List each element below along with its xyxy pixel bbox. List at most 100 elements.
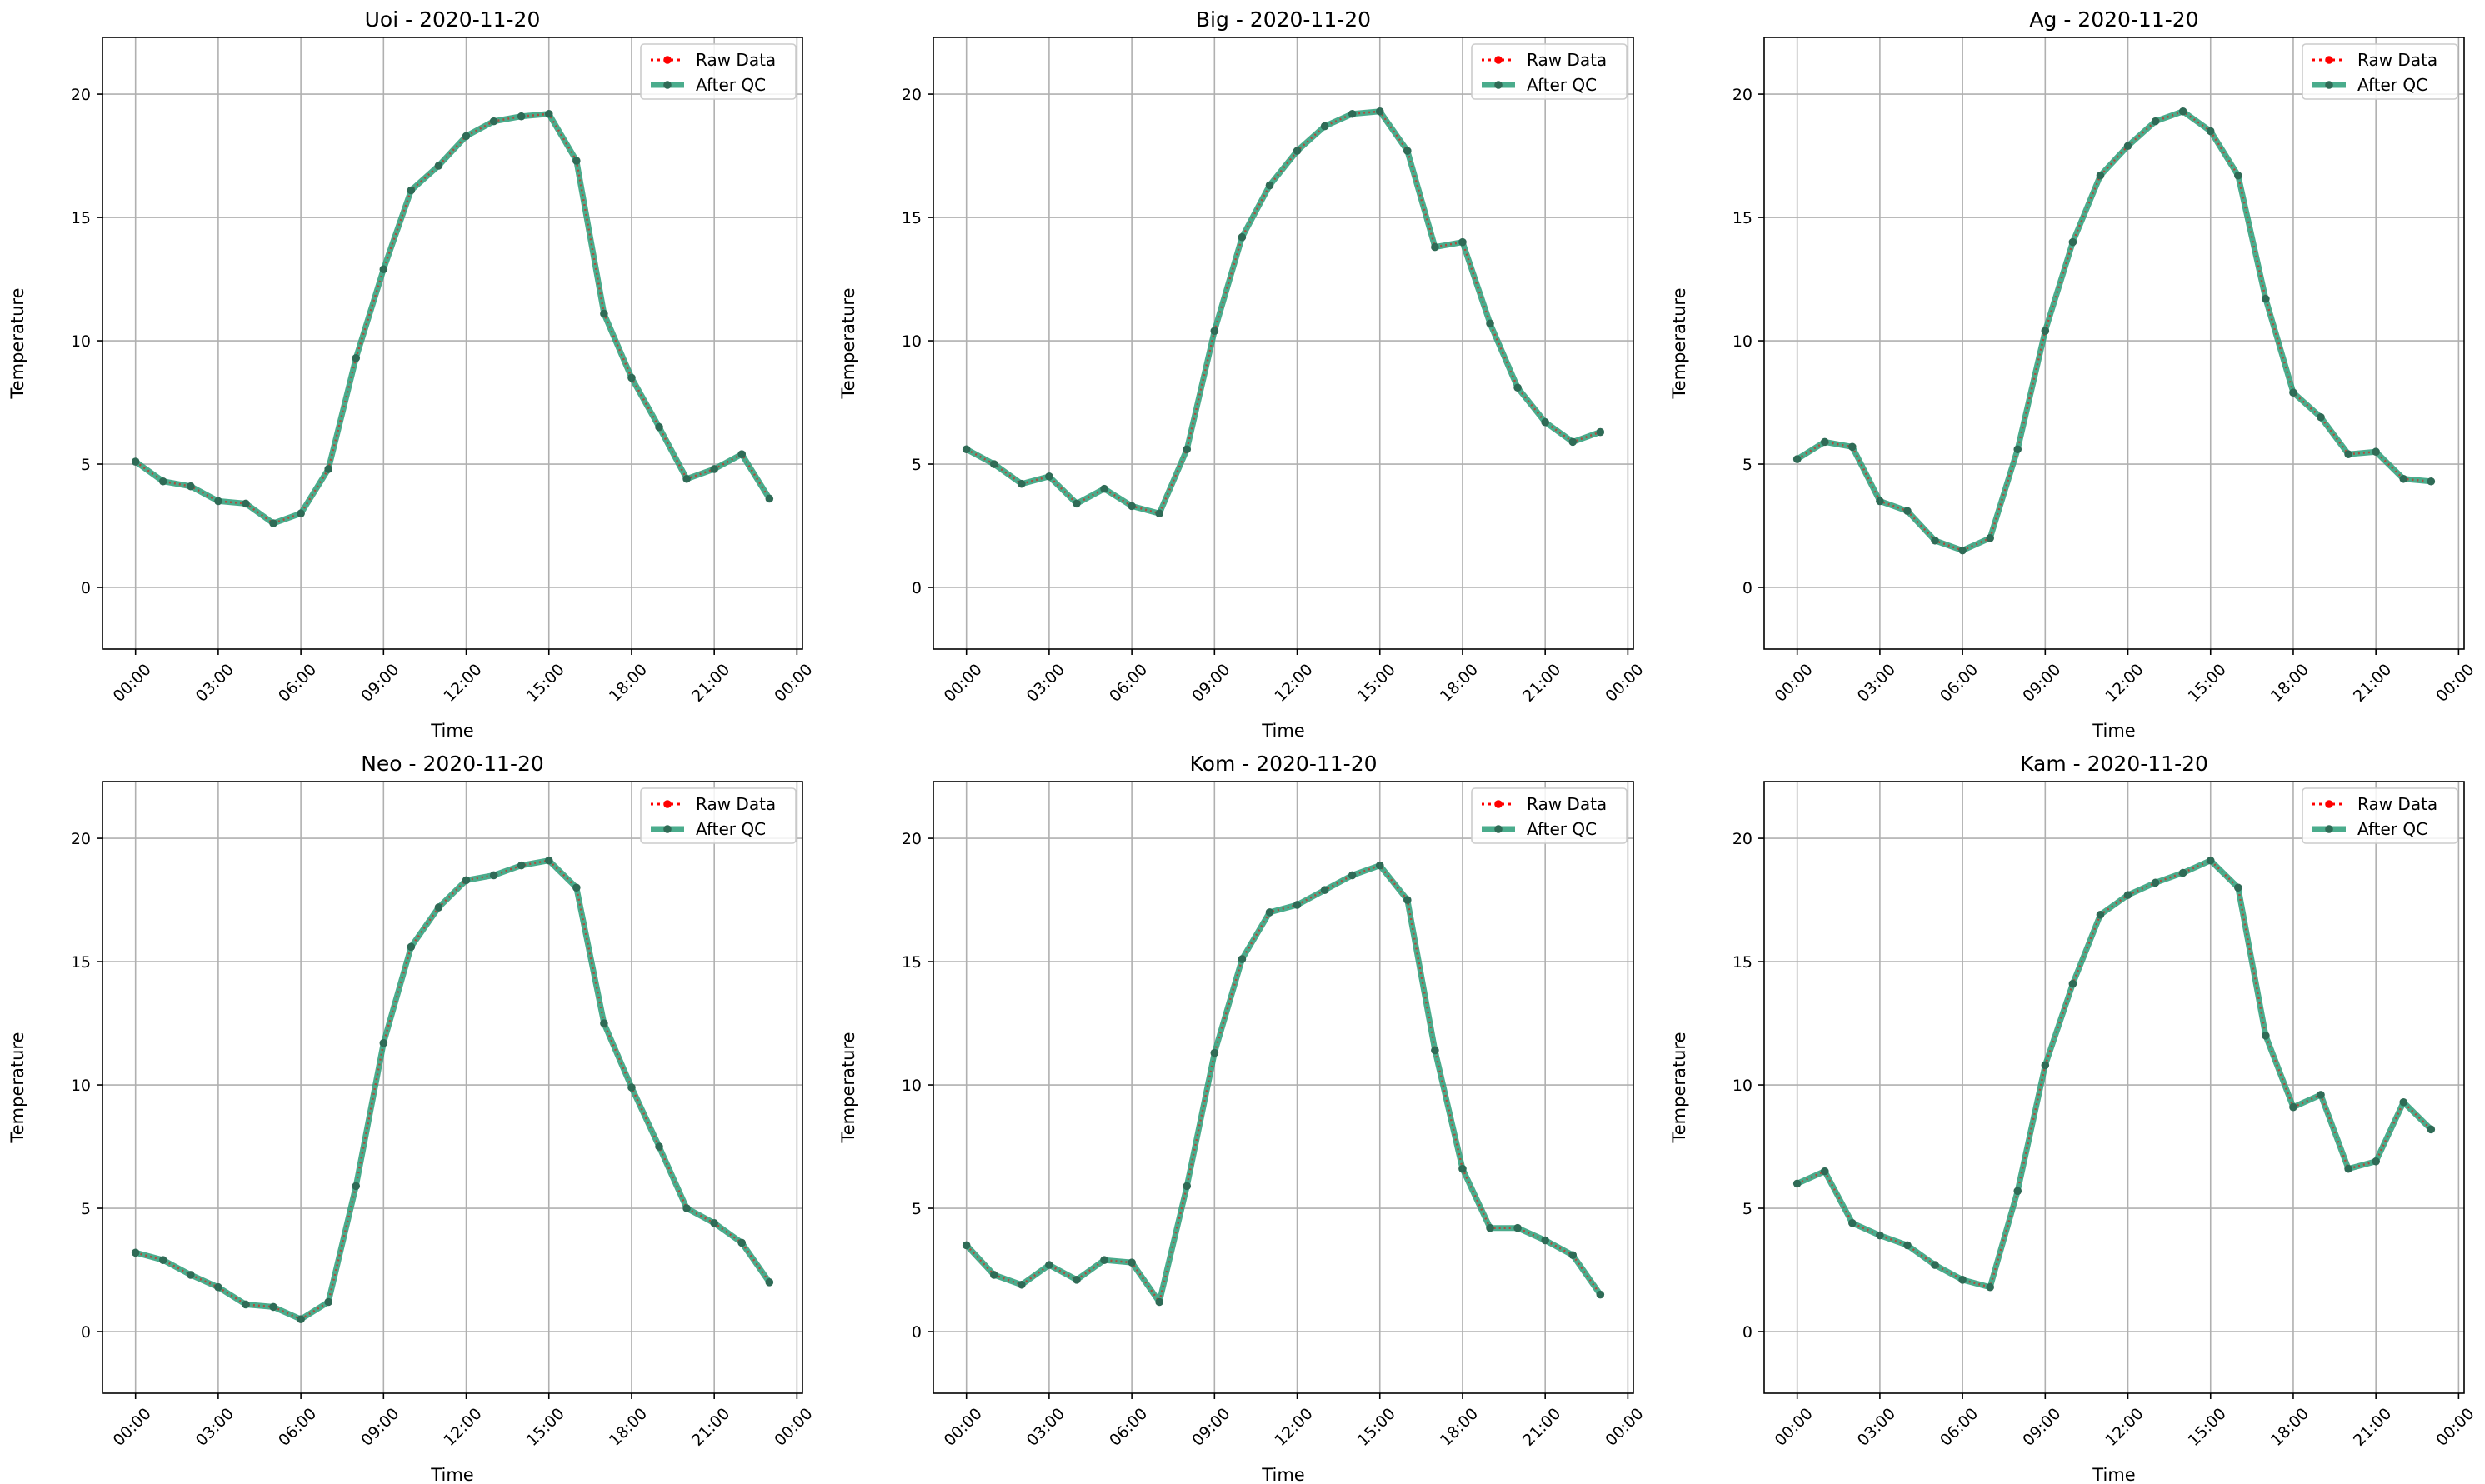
data-point [1403, 896, 1412, 904]
x-tick-label: 18:00 [2268, 661, 2312, 706]
chart-title: Kom - 2020-11-20 [1190, 752, 1378, 776]
x-tick-label: 18:00 [2268, 1405, 2312, 1450]
data-point [131, 457, 140, 466]
data-point [1596, 427, 1605, 437]
legend-raw-marker [663, 800, 672, 808]
series-after-qc-line [965, 108, 1602, 517]
data-point [242, 499, 250, 508]
data-point [1375, 861, 1384, 870]
data-point [1848, 442, 1857, 452]
data-point [1568, 1251, 1578, 1260]
data-point [2151, 878, 2160, 887]
subplot-5: 00:00 03:00 06:00 09:00 12:00 15:00 18:00 21:00… [1669, 752, 2478, 1484]
data-point [2317, 412, 2325, 422]
data-point [1792, 455, 1802, 463]
legend-qc-marker [2325, 81, 2333, 89]
data-point [2123, 891, 2132, 899]
data-point [1045, 1261, 1053, 1269]
x-axis-label: Time [1261, 721, 1304, 741]
data-point [1903, 507, 1912, 516]
x-tick-label: 18:00 [606, 1405, 651, 1450]
data-point [2234, 171, 2242, 180]
y-tick-label: 5 [1742, 456, 1752, 474]
data-point [1155, 509, 1163, 518]
legend-raw-marker [2325, 800, 2333, 808]
x-tick-label: 06:00 [275, 1405, 320, 1450]
x-tick-label: 03:00 [192, 1405, 238, 1450]
subplot-1: 00:00 03:00 06:00 09:00 12:00 15:00 18:00 21:00… [838, 7, 1648, 741]
x-tick-label: 00:00 [771, 1405, 816, 1450]
data-point [1848, 1218, 1857, 1227]
data-point [379, 1038, 388, 1047]
legend-qc-marker [663, 825, 672, 833]
x-tick-label: 12:00 [440, 1405, 485, 1450]
x-tick-label: 09:00 [358, 1405, 402, 1450]
data-point [1931, 1261, 1939, 1269]
data-point [1458, 237, 1467, 247]
data-point [187, 482, 195, 491]
x-axis-label: Time [2092, 721, 2135, 741]
axes-frame [932, 37, 1634, 650]
data-point [242, 1300, 250, 1309]
legend-raw-marker [1494, 56, 1502, 64]
y-tick-label: 20 [1732, 830, 1752, 848]
data-point [682, 474, 691, 483]
data-point [1210, 1048, 1219, 1057]
x-tick-label: 06:00 [1106, 661, 1151, 706]
data-point [2399, 474, 2408, 483]
x-tick-label: 15:00 [523, 661, 568, 706]
data-point [2206, 127, 2215, 136]
axes-frame [1763, 37, 2465, 650]
data-point [655, 422, 663, 432]
data-point [1958, 1276, 1967, 1284]
x-tick-label: 21:00 [2350, 1405, 2395, 1450]
legend-qc-label: After QC [1527, 819, 1597, 839]
x-tick-label: 15:00 [523, 1405, 568, 1450]
data-point [1568, 437, 1578, 447]
data-point [1100, 1256, 1108, 1264]
y-tick-label: 0 [912, 1323, 922, 1342]
x-tick-label: 00:00 [2432, 1405, 2478, 1450]
data-point [1431, 242, 1439, 252]
data-point [2344, 450, 2352, 458]
legend-raw-marker [1494, 800, 1502, 808]
y-tick-label: 0 [81, 579, 91, 597]
data-point [1292, 147, 1302, 155]
data-point [2317, 1091, 2325, 1099]
data-point [1486, 319, 1494, 328]
x-tick-label: 18:00 [1437, 661, 1482, 706]
series-after-qc-line [133, 111, 772, 527]
x-tick-label: 18:00 [606, 661, 651, 706]
legend-qc-marker [1494, 81, 1502, 89]
x-tick-label: 12:00 [2102, 1405, 2147, 1450]
legend-qc-label: After QC [1527, 75, 1597, 95]
x-tick-label: 15:00 [2185, 1405, 2230, 1450]
data-point [489, 871, 498, 880]
data-point [2372, 1157, 2380, 1166]
legend-qc-marker [663, 81, 672, 89]
x-tick-label: 21:00 [2350, 661, 2395, 706]
data-point [1375, 107, 1384, 116]
series-after-qc-line [1795, 108, 2432, 554]
data-point [544, 856, 553, 865]
data-point [131, 1248, 140, 1257]
legend-qc-label: After QC [696, 75, 766, 95]
x-tick-label: 03:00 [1023, 661, 1068, 706]
data-point [989, 1271, 998, 1279]
axes-frame [932, 781, 1634, 1394]
data-point [1265, 181, 1274, 190]
x-tick-label: 09:00 [2019, 1405, 2064, 1450]
data-point [1958, 546, 1967, 555]
data-point [1820, 1167, 1829, 1176]
data-point [2096, 171, 2105, 180]
data-point [1513, 1223, 1522, 1232]
data-point [2427, 477, 2436, 486]
x-tick-label: 21:00 [1519, 1405, 1564, 1450]
legend-raw-marker [663, 56, 672, 64]
data-point [2123, 142, 2132, 151]
legend: Raw Data After QC [1471, 43, 1628, 100]
y-tick-label: 15 [1732, 953, 1752, 972]
data-point [2013, 1187, 2022, 1196]
data-point [158, 1256, 168, 1264]
x-tick-label: 06:00 [1937, 661, 1982, 706]
